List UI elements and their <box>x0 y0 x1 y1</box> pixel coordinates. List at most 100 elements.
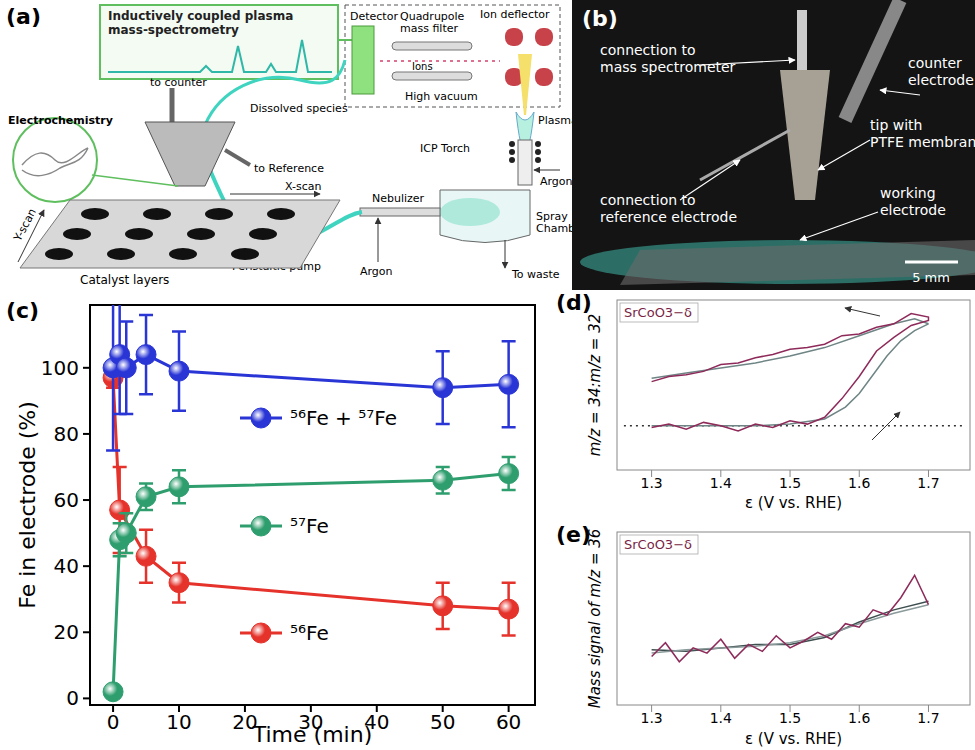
tip <box>780 70 830 200</box>
catalyst-spot <box>81 208 109 220</box>
y-tick <box>83 565 90 567</box>
series-line <box>652 324 929 426</box>
marker <box>499 599 519 619</box>
label: 1.5 <box>779 475 801 491</box>
deflector <box>505 28 523 46</box>
waste-arrow <box>505 240 506 268</box>
argon-arrow <box>534 170 560 171</box>
label: 0 <box>107 710 120 734</box>
torch <box>518 140 532 185</box>
label: Catalyst layers <box>80 273 169 287</box>
marker <box>433 470 453 490</box>
counter-rod <box>845 0 900 120</box>
leader <box>680 160 740 200</box>
x-scan-arrow <box>230 194 320 195</box>
label: 20 <box>54 620 79 644</box>
marker <box>136 546 156 566</box>
series-line <box>652 605 929 653</box>
series-line <box>652 314 929 431</box>
label: 60 <box>496 710 521 734</box>
label: 60 <box>54 488 79 512</box>
label: electrode <box>908 72 974 88</box>
label: Electrochemistry <box>8 114 113 127</box>
label: 40 <box>54 554 79 578</box>
label: Detector <box>350 10 398 23</box>
plot-frame <box>617 300 970 470</box>
marker <box>433 596 453 616</box>
working-electrode <box>620 240 975 285</box>
sweep-arrow <box>872 412 900 440</box>
label: Mass signal of m/z = 36 <box>586 529 604 709</box>
chart-2: 1.31.41.51.61.7ε (V vs. RHE)Mass signal … <box>556 522 970 748</box>
label: PTFE membrane <box>870 134 975 150</box>
label: 1.6 <box>848 710 870 726</box>
legend-marker <box>251 408 271 428</box>
label: electrode <box>880 202 946 218</box>
label: connection to <box>600 192 696 208</box>
label: ⁵⁷Fe <box>290 514 329 538</box>
series-line <box>113 474 509 692</box>
label: SrCoO3−δ <box>624 537 692 552</box>
plot-frame <box>90 305 535 705</box>
catalyst-spot <box>267 208 295 220</box>
label: 1.4 <box>710 710 732 726</box>
deflector <box>535 28 553 46</box>
coil <box>535 157 541 163</box>
label: 1.3 <box>640 475 662 491</box>
connector <box>92 175 178 186</box>
catalyst-spot <box>187 228 215 240</box>
rod <box>392 72 472 80</box>
label: SrCoO3−δ <box>624 305 692 320</box>
series-line <box>652 319 929 379</box>
leader <box>818 140 870 170</box>
catalyst-spot <box>125 228 153 240</box>
label: 0 <box>66 686 79 710</box>
reference-wire <box>700 130 790 180</box>
chart-1: 1.31.41.51.61.7ε (V vs. RHE)m/z = 34:m/z… <box>556 290 970 512</box>
label: 1.4 <box>710 475 732 491</box>
beam <box>518 54 532 115</box>
series-line <box>113 378 509 609</box>
chart-0: 0102030405060020406080100Time (min)Fe in… <box>6 285 535 747</box>
counter-rod <box>170 88 175 122</box>
nebulizer <box>360 208 440 216</box>
catalyst-spot <box>249 228 277 240</box>
scale-bar <box>905 261 958 264</box>
label: Y-scan <box>11 206 39 244</box>
marker <box>136 345 156 365</box>
label: (b) <box>582 6 618 31</box>
coil <box>535 149 541 155</box>
reference-rod <box>225 150 250 165</box>
marker <box>116 523 136 543</box>
label: ⁵⁶Fe <box>290 621 329 645</box>
data-group <box>103 305 519 702</box>
y-tick <box>83 631 90 633</box>
legend-marker <box>251 623 271 643</box>
ec-circle <box>13 118 97 202</box>
label: connection to <box>600 42 696 58</box>
panel-b: (b)connection tomass spectrometercounter… <box>572 0 975 290</box>
label: (e) <box>556 522 591 547</box>
label: High vacuum <box>405 90 478 103</box>
label: ICP Torch <box>420 142 470 155</box>
sweep-arrow <box>845 308 880 316</box>
label: Ions <box>412 61 433 72</box>
icp-box <box>100 5 338 79</box>
label: 5 mm <box>912 270 950 285</box>
label: Argon <box>540 175 573 188</box>
label: Plasma <box>538 114 578 127</box>
figure: (a)Inductively coupled plasmamass-spectr… <box>0 0 975 750</box>
catalyst-spot <box>205 208 233 220</box>
marker <box>103 682 123 702</box>
label: to counter <box>150 76 207 89</box>
label: Ion deflector <box>480 8 550 21</box>
label: mass spectrometer <box>600 59 736 75</box>
label: 1.7 <box>917 710 939 726</box>
y-tick <box>83 499 90 501</box>
coil <box>509 157 515 163</box>
label: mass-spectrometry <box>108 23 239 37</box>
leader <box>800 212 878 240</box>
catalyst-spot <box>63 228 91 240</box>
label: 100 <box>41 356 79 380</box>
label: To waste <box>511 268 560 281</box>
